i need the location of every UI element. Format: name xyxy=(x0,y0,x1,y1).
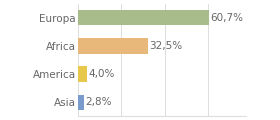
Text: 60,7%: 60,7% xyxy=(210,13,243,23)
Text: 32,5%: 32,5% xyxy=(150,41,183,51)
Bar xyxy=(78,38,148,54)
Text: 2,8%: 2,8% xyxy=(85,97,112,107)
Text: 4,0%: 4,0% xyxy=(88,69,115,79)
Bar xyxy=(78,66,87,82)
Bar xyxy=(78,10,209,25)
Bar xyxy=(78,95,85,110)
